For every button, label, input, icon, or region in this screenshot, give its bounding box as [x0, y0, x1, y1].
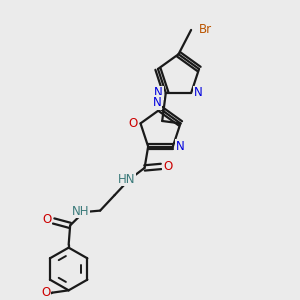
Text: N: N — [154, 86, 163, 99]
Text: O: O — [128, 117, 138, 130]
Text: NH: NH — [72, 205, 89, 218]
Text: N: N — [194, 86, 203, 99]
Text: N: N — [176, 140, 185, 153]
Text: O: O — [42, 213, 52, 226]
Text: O: O — [41, 286, 51, 299]
Text: N: N — [153, 96, 162, 109]
Text: O: O — [163, 160, 172, 173]
Text: HN: HN — [118, 173, 135, 186]
Text: Br: Br — [199, 22, 212, 35]
